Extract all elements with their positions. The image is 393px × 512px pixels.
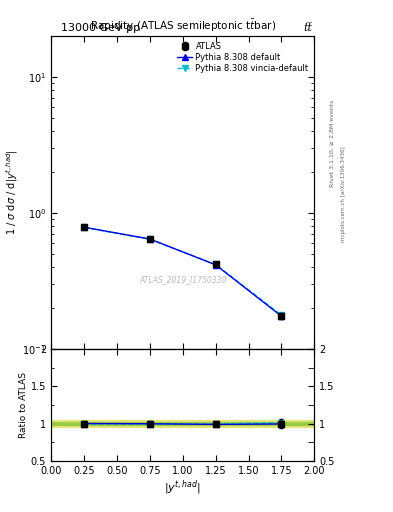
Y-axis label: Ratio to ATLAS: Ratio to ATLAS <box>19 372 28 438</box>
Text: ATLAS_2019_I1750330: ATLAS_2019_I1750330 <box>139 275 226 285</box>
X-axis label: $|y^{t,had}|$: $|y^{t,had}|$ <box>164 478 201 497</box>
Pythia 8.308 vincia-default <box>279 312 284 318</box>
Text: tt̅: tt̅ <box>303 23 312 33</box>
Line: Pythia 8.308 vincia-default: Pythia 8.308 vincia-default <box>81 225 284 318</box>
Bar <box>51 420 314 427</box>
Pythia 8.308 vincia-default <box>213 261 218 267</box>
Title: Rapidity (ATLAS semileptonic t$\bar{t}$bar): Rapidity (ATLAS semileptonic t$\bar{t}$b… <box>90 18 276 34</box>
Pythia 8.308 vincia-default <box>147 236 152 242</box>
Line: Pythia 8.308 default: Pythia 8.308 default <box>81 224 284 319</box>
Legend: ATLAS, Pythia 8.308 default, Pythia 8.308 vincia-default: ATLAS, Pythia 8.308 default, Pythia 8.30… <box>175 40 310 75</box>
Pythia 8.308 default <box>147 236 152 242</box>
Pythia 8.308 default <box>279 313 284 319</box>
Text: mcplots.cern.ch [arXiv:1306.3436]: mcplots.cern.ch [arXiv:1306.3436] <box>342 147 346 242</box>
Bar <box>51 422 314 425</box>
Y-axis label: 1 / $\sigma$ d$\sigma$ / d|$y^{t,had}$|: 1 / $\sigma$ d$\sigma$ / d|$y^{t,had}$| <box>4 150 20 236</box>
Pythia 8.308 vincia-default <box>82 224 86 230</box>
Text: 13000 GeV pp: 13000 GeV pp <box>61 23 140 33</box>
Text: Rivet 3.1.10, ≥ 2.8M events: Rivet 3.1.10, ≥ 2.8M events <box>330 100 334 187</box>
Pythia 8.308 default <box>213 262 218 268</box>
Pythia 8.308 default <box>82 224 86 230</box>
